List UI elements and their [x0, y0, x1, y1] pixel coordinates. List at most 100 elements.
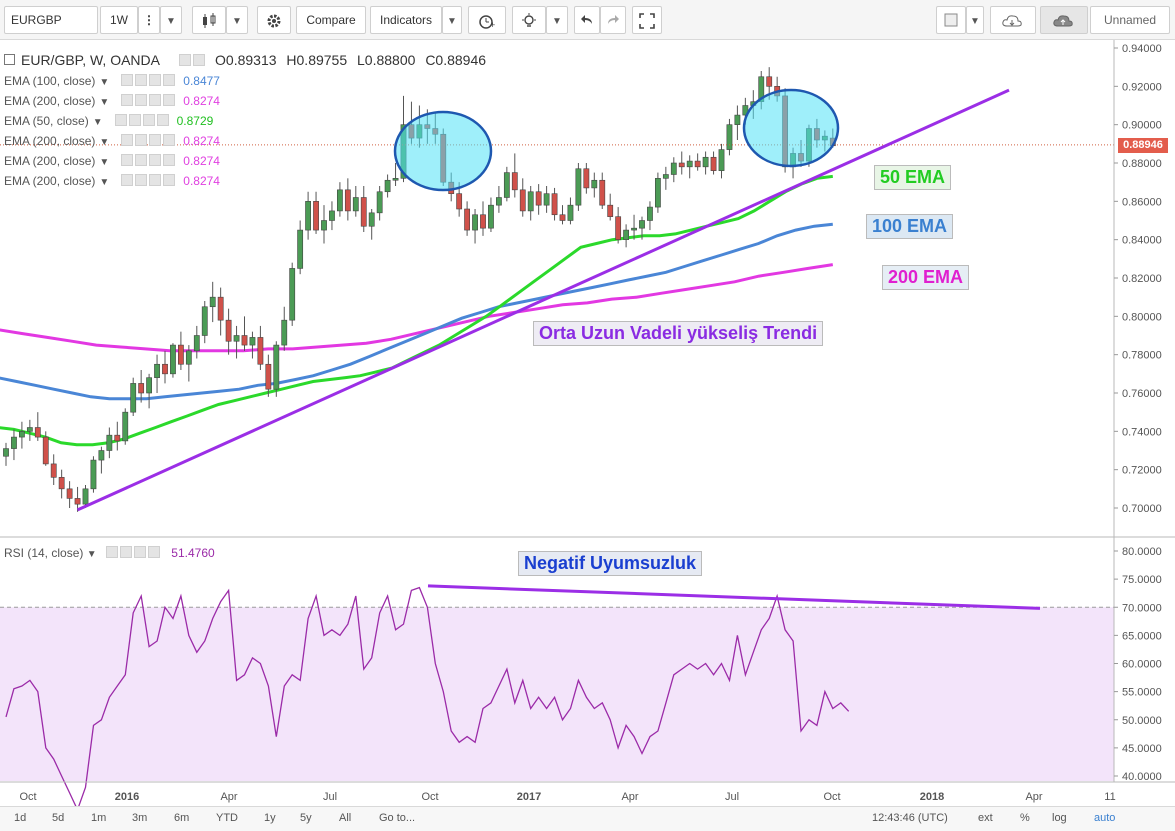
indicator-legend-row[interactable]: EMA (200, close) ▼ 0.8274	[4, 94, 220, 108]
range-button[interactable]: 1d	[14, 812, 27, 824]
interval-dropdown-button[interactable]: ▼	[160, 6, 182, 34]
plus-icon[interactable]	[149, 154, 162, 166]
annotation-100-ema: 100 EMA	[866, 214, 954, 239]
replay-button[interactable]	[512, 6, 546, 34]
save-layout-button[interactable]	[1040, 6, 1088, 34]
price-tick-label: 0.78000	[1122, 350, 1162, 362]
chart-canvas[interactable]: 0.94000 0.92000 0.90000 0.88000 0.86000 0.840…	[0, 40, 1175, 812]
candle-body	[3, 448, 9, 457]
eye-icon[interactable]	[114, 114, 127, 126]
percent-toggle[interactable]: %	[1020, 812, 1030, 824]
range-button[interactable]: 1m	[91, 812, 107, 824]
indicator-label: EMA (200, close)	[4, 174, 96, 188]
interval-more-button[interactable]: ⋮	[138, 6, 160, 34]
color-square-dropdown[interactable]: ▼	[966, 6, 984, 34]
chevron-down-icon[interactable]: ▼	[99, 97, 110, 108]
gear-icon[interactable]	[135, 94, 148, 106]
undo-button[interactable]	[574, 6, 600, 34]
eye-icon[interactable]	[121, 174, 134, 186]
gear-icon[interactable]	[119, 546, 132, 558]
plus-icon[interactable]	[149, 174, 162, 186]
range-button[interactable]: 1y	[264, 812, 276, 824]
settings-button[interactable]	[257, 6, 291, 34]
gear-icon[interactable]	[135, 74, 148, 86]
candle-body	[599, 179, 606, 206]
close-icon[interactable]	[156, 114, 169, 126]
range-button[interactable]: 5y	[300, 812, 312, 824]
layout-name[interactable]: Unnamed	[1090, 6, 1170, 34]
range-button[interactable]: All	[339, 812, 352, 824]
eye-icon[interactable]	[121, 154, 134, 166]
redo-button[interactable]	[600, 6, 626, 34]
chevron-down-icon: ▼	[232, 16, 242, 27]
time-tick-label: Apr	[621, 791, 638, 803]
ext-toggle[interactable]: ext	[978, 812, 993, 824]
price-tick-label: 0.86000	[1122, 196, 1162, 208]
chart-type-dropdown[interactable]: ▼	[226, 6, 248, 34]
range-button[interactable]: YTD	[216, 812, 238, 824]
chart-type-button[interactable]	[192, 6, 226, 34]
candle-body	[670, 162, 677, 175]
rsi-tick-label: 60.0000	[1122, 659, 1162, 671]
eye-icon[interactable]	[121, 74, 134, 86]
plus-icon[interactable]	[133, 546, 146, 558]
gear-icon[interactable]	[135, 154, 148, 166]
plus-icon[interactable]	[149, 74, 162, 86]
load-layout-button[interactable]	[990, 6, 1036, 34]
auto-toggle[interactable]: auto	[1094, 812, 1116, 824]
eye-icon[interactable]	[121, 94, 134, 106]
close-icon[interactable]	[163, 74, 176, 86]
collapse-legend-icon[interactable]	[4, 54, 15, 65]
close-icon[interactable]	[163, 154, 176, 166]
replay-dropdown[interactable]: ▼	[546, 6, 568, 34]
chevron-down-icon[interactable]: ▼	[86, 549, 97, 560]
fullscreen-icon	[639, 13, 655, 29]
time-tick-label: 2016	[115, 791, 139, 803]
candle-body	[678, 162, 685, 168]
range-button[interactable]: 6m	[174, 812, 190, 824]
indicator-legend-row[interactable]: EMA (50, close) ▼ 0.8729	[4, 114, 213, 128]
candle-body	[368, 212, 375, 227]
indicator-legend-row[interactable]: EMA (100, close) ▼ 0.8477	[4, 74, 220, 88]
alert-button[interactable]: +	[468, 6, 506, 34]
indicators-dropdown[interactable]: ▼	[442, 6, 462, 34]
plus-icon[interactable]	[149, 94, 162, 106]
gear-icon[interactable]	[135, 134, 148, 146]
color-square-button[interactable]	[936, 6, 966, 34]
candle-body	[321, 220, 327, 231]
indicator-legend-row[interactable]: EMA (200, close) ▼ 0.8274	[4, 154, 220, 168]
gear-icon[interactable]	[135, 174, 148, 186]
indicator-legend-row[interactable]: EMA (200, close) ▼ 0.8274	[4, 134, 220, 148]
close-icon[interactable]	[163, 174, 176, 186]
compare-button[interactable]: Compare	[296, 6, 366, 34]
chevron-down-icon[interactable]: ▼	[99, 157, 110, 168]
plus-icon[interactable]	[149, 134, 162, 146]
chevron-down-icon[interactable]: ▼	[99, 177, 110, 188]
chevron-down-icon[interactable]: ▼	[99, 77, 110, 88]
svg-text:+: +	[490, 20, 495, 29]
fullscreen-button[interactable]	[632, 6, 662, 34]
plus-icon[interactable]	[142, 114, 155, 126]
log-toggle[interactable]: log	[1052, 812, 1067, 824]
chevron-down-icon[interactable]: ▼	[92, 117, 103, 128]
indicator-legend-row[interactable]: EMA (200, close) ▼ 0.8274	[4, 174, 220, 188]
indicators-button[interactable]: Indicators	[370, 6, 442, 34]
close-icon[interactable]	[163, 94, 176, 106]
gear-icon[interactable]	[193, 54, 206, 66]
goto-button[interactable]: Go to...	[379, 812, 416, 824]
indicator-value: 0.8274	[183, 94, 220, 108]
gear-icon[interactable]	[128, 114, 141, 126]
symbol-search[interactable]: EURGBP	[4, 6, 98, 34]
range-button[interactable]: 3m	[132, 812, 148, 824]
close-icon[interactable]	[163, 134, 176, 146]
eye-icon[interactable]	[121, 134, 134, 146]
eye-icon[interactable]	[105, 546, 118, 558]
eye-icon[interactable]	[179, 54, 192, 66]
indicator-label: EMA (100, close)	[4, 74, 96, 88]
chevron-down-icon[interactable]: ▼	[99, 137, 110, 148]
candle-body	[575, 168, 582, 206]
range-button[interactable]: 5d	[52, 812, 65, 824]
interval-selector[interactable]: 1W	[100, 6, 138, 34]
close-icon[interactable]	[147, 546, 160, 558]
candle-body	[503, 172, 510, 198]
